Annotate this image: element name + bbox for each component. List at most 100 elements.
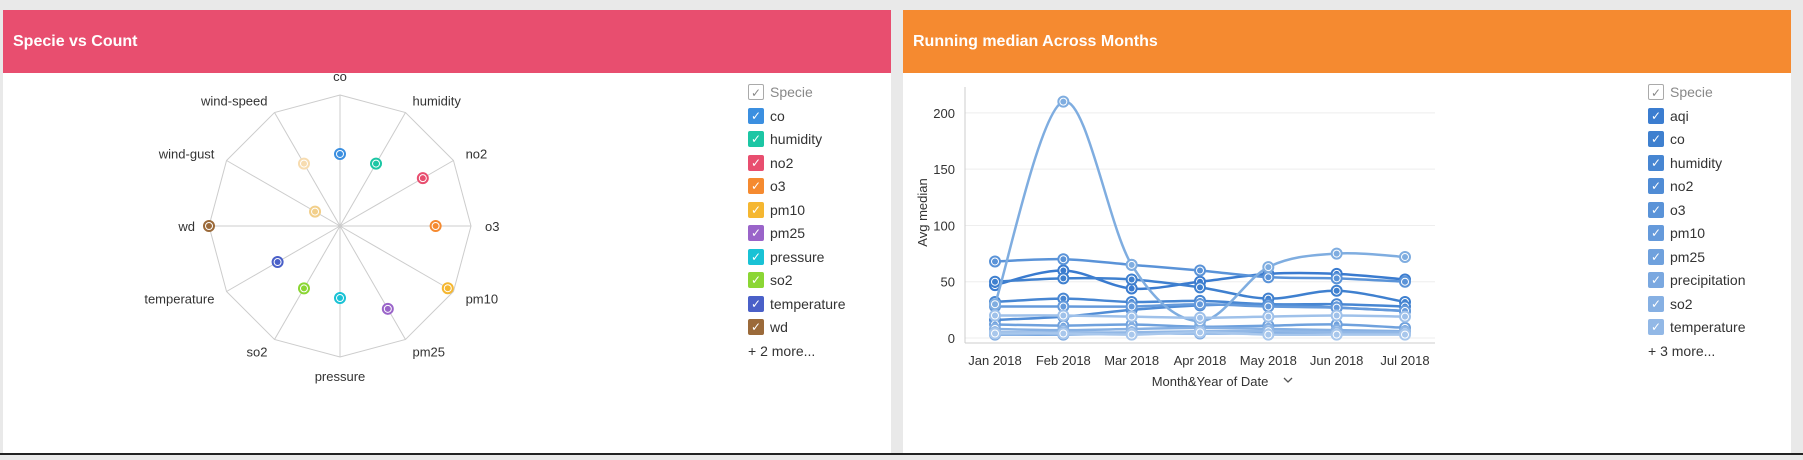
- series-point-center: [1333, 331, 1340, 338]
- x-tick-label: Feb 2018: [1036, 353, 1091, 368]
- series-point-center: [992, 278, 998, 285]
- radar-point-center: [419, 175, 426, 182]
- radar-point-center: [337, 295, 343, 302]
- radar-axis-label: wind-gust: [158, 147, 215, 162]
- checkbox-icon[interactable]: ✓: [1648, 248, 1664, 265]
- series-point-center: [1060, 275, 1067, 282]
- x-tick-label: May 2018: [1240, 353, 1297, 368]
- radar-point-center: [337, 150, 343, 157]
- legend-item-label: precipitation: [1670, 272, 1746, 288]
- radar-point-center: [373, 160, 380, 167]
- series-point-center: [1402, 313, 1408, 320]
- radar-point-center: [274, 259, 281, 266]
- series-point-center: [992, 258, 998, 265]
- radar-axis-label: co: [333, 73, 347, 84]
- series-point-center: [1060, 256, 1067, 263]
- checkbox-icon[interactable]: ✓: [1648, 131, 1664, 147]
- checkbox-icon[interactable]: ✓: [748, 295, 764, 312]
- checkbox-icon[interactable]: ✓: [748, 178, 764, 194]
- panel-title-running-median: Running median Across Months: [903, 10, 1791, 73]
- series-point-center: [1128, 285, 1135, 292]
- series-point-center: [1060, 295, 1067, 302]
- series-point-center: [1128, 313, 1135, 320]
- radar-point-center: [206, 223, 212, 229]
- checkbox-icon[interactable]: ✓: [748, 107, 764, 124]
- radar-spoke: [226, 160, 341, 227]
- series-point-center: [1333, 275, 1340, 282]
- checkbox-icon[interactable]: ✓: [748, 201, 764, 218]
- right-legend-more-link[interactable]: + 3 more...: [1648, 342, 1716, 359]
- radar-spoke: [339, 225, 406, 340]
- checkbox-icon[interactable]: ✓: [1648, 84, 1664, 100]
- legend-item-label: o3: [770, 178, 786, 194]
- panel-title-specie-count: Specie vs Count: [3, 10, 891, 73]
- checkbox-icon[interactable]: ✓: [748, 131, 764, 147]
- radar-point-center: [432, 223, 439, 229]
- checkbox-icon[interactable]: ✓: [1648, 107, 1664, 124]
- checkbox-icon[interactable]: ✓: [1648, 154, 1664, 171]
- checkbox-icon[interactable]: ✓: [1648, 201, 1664, 218]
- radar-point-center: [300, 160, 307, 167]
- legend-item-label: co: [1670, 131, 1685, 147]
- y-tick-label: 50: [941, 275, 955, 290]
- line-chart-area: 0 50 100 150 200 Jan 2018 Feb 2018 Mar 2018 Apr …: [903, 73, 1791, 455]
- series-point-center: [1128, 331, 1135, 338]
- checkbox-icon[interactable]: ✓: [748, 319, 764, 335]
- line-chart: 0 50 100 150 200 Jan 2018 Feb 2018 Mar 2018 Apr …: [915, 87, 1435, 389]
- series-line-9: [993, 100, 1406, 323]
- legend-header-label: Specie: [770, 84, 813, 100]
- series-point-center: [1197, 314, 1203, 321]
- radar-chart: co humidity no2 o3 pm10 pm25 pressure so2 temper…: [144, 69, 499, 384]
- checkbox-icon[interactable]: ✓: [748, 272, 764, 288]
- legend-item-label: pm25: [1670, 248, 1706, 265]
- legend-right: ✓ Specie ✓ aqi ✓ co ✓ humidity ✓ no2 ✓ o3 ✓ pm10 ✓ pm25…: [1648, 83, 1788, 383]
- left-legend-more-link[interactable]: + 2 more...: [748, 342, 816, 359]
- radar-point-center: [312, 208, 319, 215]
- checkbox-icon[interactable]: ✓: [1648, 178, 1664, 194]
- series-point-center: [1402, 278, 1408, 285]
- checkbox-icon[interactable]: ✓: [748, 248, 764, 265]
- legend-item-label: co: [770, 107, 785, 124]
- checkbox-icon[interactable]: ✓: [1648, 272, 1664, 288]
- legend-item-label: no2: [770, 154, 794, 171]
- legend-item-label: no2: [1670, 178, 1694, 194]
- x-axis-title: Month&Year of Date: [1152, 374, 1269, 389]
- y-tick-label: 150: [933, 162, 955, 177]
- legend-item-label: wd: [770, 319, 788, 335]
- y-tick-label: 200: [933, 106, 955, 121]
- radar-axis-label: pressure: [315, 369, 366, 384]
- radar-spoke: [339, 225, 454, 292]
- radar-axis-label: humidity: [413, 93, 462, 108]
- x-tick-label: Mar 2018: [1104, 353, 1159, 368]
- series-point-center: [1197, 267, 1203, 274]
- legend-item-label: so2: [1670, 295, 1693, 312]
- x-tick-label: Jun 2018: [1310, 353, 1364, 368]
- series-point-center: [1060, 267, 1067, 274]
- x-tick-label: Apr 2018: [1174, 353, 1227, 368]
- series-point-center: [1197, 329, 1203, 336]
- checkbox-icon[interactable]: ✓: [748, 84, 764, 100]
- checkbox-icon[interactable]: ✓: [748, 225, 764, 241]
- series-point-center: [1128, 261, 1135, 268]
- checkbox-icon[interactable]: ✓: [1648, 319, 1664, 335]
- radar-axis-label: so2: [247, 345, 268, 360]
- series-point-center: [1265, 274, 1272, 281]
- series-point-center: [1197, 301, 1203, 308]
- series-point-center: [1265, 303, 1272, 310]
- y-tick-label: 0: [948, 331, 955, 346]
- checkbox-icon[interactable]: ✓: [1648, 225, 1664, 241]
- legend-item-label: humidity: [770, 131, 823, 147]
- series-point-center: [1060, 303, 1067, 310]
- checkbox-icon[interactable]: ✓: [748, 154, 764, 171]
- series-point-center: [992, 301, 998, 308]
- series-point-center: [1265, 313, 1272, 320]
- checkbox-icon[interactable]: ✓: [1648, 295, 1664, 312]
- radar-spoke: [339, 160, 454, 227]
- running-median-panel: Running median Across Months 0 50 100 150 20…: [903, 10, 1791, 455]
- series-point-center: [1128, 276, 1135, 283]
- radar-spoke: [274, 225, 341, 340]
- y-axis-title: Avg median: [915, 178, 930, 246]
- chevron-down-icon[interactable]: [1283, 377, 1293, 383]
- legend-item-label: temperature: [1670, 319, 1746, 335]
- radar-chart-area: co humidity no2 o3 pm10 pm25 pressure so2 temper…: [3, 69, 891, 455]
